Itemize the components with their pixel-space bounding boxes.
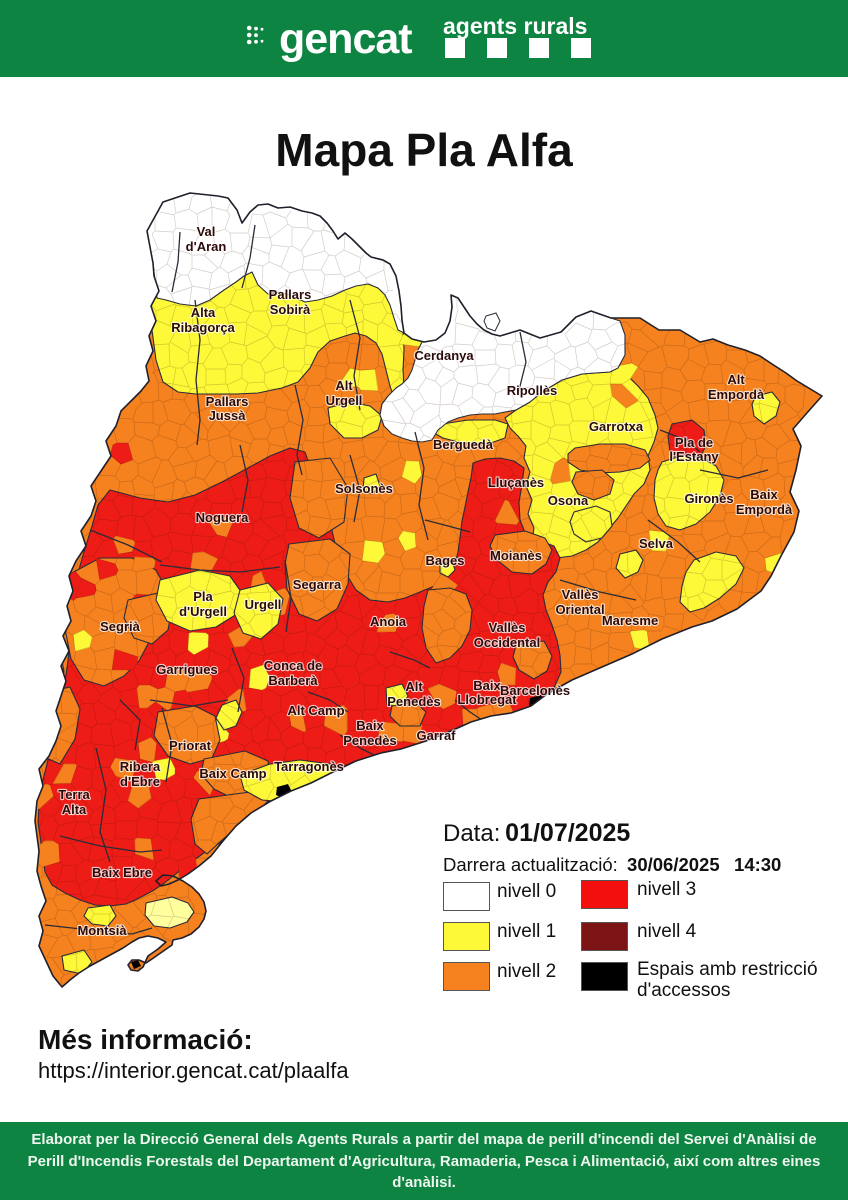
svg-text:Alta: Alta: [62, 802, 87, 817]
svg-text:Jussà: Jussà: [209, 408, 247, 423]
svg-text:Lluçanès: Lluçanès: [488, 475, 544, 490]
svg-text:Alta: Alta: [191, 305, 216, 320]
svg-text:Montsià: Montsià: [77, 923, 127, 938]
svg-text:Pla: Pla: [193, 589, 213, 604]
svg-text:Alt: Alt: [405, 679, 423, 694]
svg-text:Pallars: Pallars: [269, 287, 312, 302]
svg-text:d'Aran: d'Aran: [186, 239, 227, 254]
svg-text:Anoia: Anoia: [370, 614, 407, 629]
svg-text:Ribera: Ribera: [120, 759, 161, 774]
svg-text:Llobregat: Llobregat: [457, 692, 517, 707]
svg-text:Occidental: Occidental: [474, 635, 540, 650]
svg-text:Baix: Baix: [473, 678, 501, 693]
svg-text:Segarra: Segarra: [293, 577, 342, 592]
svg-text:Baix Camp: Baix Camp: [199, 766, 266, 781]
svg-text:Pallars: Pallars: [206, 394, 249, 409]
svg-text:Val: Val: [197, 224, 216, 239]
svg-text:Empordà: Empordà: [708, 387, 765, 402]
svg-text:Conca de: Conca de: [264, 658, 323, 673]
svg-text:Urgell: Urgell: [326, 393, 363, 408]
svg-text:Berguedà: Berguedà: [433, 437, 494, 452]
svg-text:Penedès: Penedès: [387, 694, 440, 709]
svg-text:d'Urgell: d'Urgell: [179, 604, 227, 619]
svg-text:Garrotxa: Garrotxa: [589, 419, 644, 434]
svg-text:Penedès: Penedès: [343, 733, 396, 748]
svg-text:Segrià: Segrià: [100, 619, 141, 634]
svg-text:Ribagorça: Ribagorça: [171, 320, 235, 335]
svg-text:Empordà: Empordà: [736, 502, 793, 517]
svg-text:Garraf: Garraf: [416, 728, 456, 743]
svg-text:Bages: Bages: [425, 553, 464, 568]
svg-text:Pla de: Pla de: [675, 435, 713, 450]
svg-text:Tarragonès: Tarragonès: [274, 759, 344, 774]
svg-text:Ripollès: Ripollès: [507, 383, 558, 398]
svg-text:Urgell: Urgell: [245, 597, 282, 612]
svg-text:d'Ebre: d'Ebre: [120, 774, 160, 789]
svg-text:Sobirà: Sobirà: [270, 302, 311, 317]
svg-text:Oriental: Oriental: [555, 602, 604, 617]
svg-text:Moianès: Moianès: [490, 548, 542, 563]
svg-text:Garrigues: Garrigues: [156, 662, 217, 677]
svg-text:l'Estany: l'Estany: [669, 449, 719, 464]
svg-text:Baix Ebre: Baix Ebre: [92, 865, 152, 880]
svg-text:Terra: Terra: [58, 787, 90, 802]
svg-text:Alt: Alt: [727, 372, 745, 387]
svg-text:Vallès: Vallès: [562, 587, 599, 602]
svg-text:Maresme: Maresme: [602, 613, 658, 628]
svg-text:Solsonès: Solsonès: [335, 481, 393, 496]
svg-text:Vallès: Vallès: [489, 620, 526, 635]
svg-text:Alt: Alt: [335, 378, 353, 393]
svg-text:Cerdanya: Cerdanya: [414, 348, 474, 363]
svg-text:Barcelonès: Barcelonès: [500, 683, 570, 698]
svg-text:Barberà: Barberà: [268, 673, 318, 688]
svg-text:Osona: Osona: [548, 493, 589, 508]
svg-text:Baix: Baix: [750, 487, 778, 502]
svg-text:Baix: Baix: [356, 718, 384, 733]
svg-text:Alt Camp: Alt Camp: [287, 703, 344, 718]
svg-text:Gironès: Gironès: [684, 491, 733, 506]
svg-text:Selva: Selva: [639, 536, 674, 551]
svg-text:Noguera: Noguera: [196, 510, 250, 525]
svg-text:Priorat: Priorat: [169, 738, 212, 753]
